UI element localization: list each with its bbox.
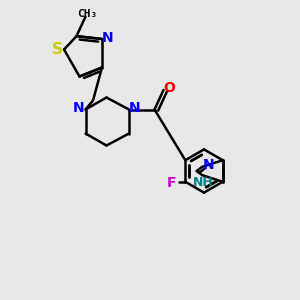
- Text: S: S: [52, 42, 63, 57]
- Text: N: N: [102, 31, 113, 44]
- Text: N: N: [202, 158, 214, 172]
- Text: O: O: [163, 82, 175, 95]
- Text: N: N: [73, 101, 85, 115]
- Text: F: F: [167, 176, 176, 190]
- Text: NH: NH: [193, 176, 214, 189]
- Text: CH₃: CH₃: [77, 9, 97, 19]
- Text: N: N: [129, 101, 141, 115]
